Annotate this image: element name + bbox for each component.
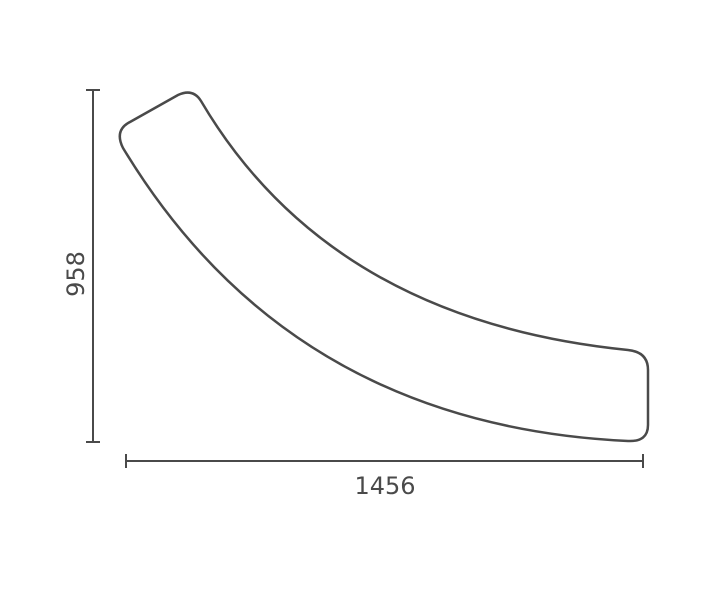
height-dimension	[86, 89, 100, 443]
curved-shape	[118, 91, 650, 443]
width-dimension	[125, 454, 644, 468]
height-label: 958	[62, 251, 90, 297]
width-label: 1456	[354, 472, 415, 500]
